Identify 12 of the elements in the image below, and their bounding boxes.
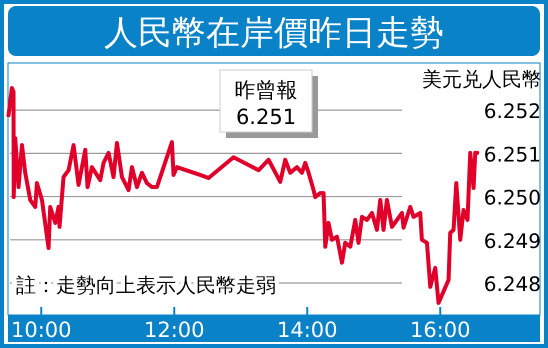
- y-tick-label: 6.251: [484, 142, 541, 166]
- x-tick-label: 14:00: [276, 318, 338, 342]
- x-tick-label: 12:00: [144, 318, 205, 342]
- y-tick-label: 6.252: [484, 99, 541, 124]
- y-tick-label: 6.250: [484, 186, 541, 210]
- annotation: 昨曾報 6.251: [234, 78, 298, 129]
- x-tick-label: 16:00: [410, 318, 471, 342]
- y-tick-label: 6.248: [484, 272, 541, 296]
- chart-title: 人民幣在岸價昨日走勢: [104, 13, 444, 53]
- annotation: 註：走勢向上表示人民幣走弱: [16, 273, 276, 297]
- y-tick-label: 6.249: [484, 228, 541, 253]
- x-tick-label: 10:00: [10, 318, 72, 342]
